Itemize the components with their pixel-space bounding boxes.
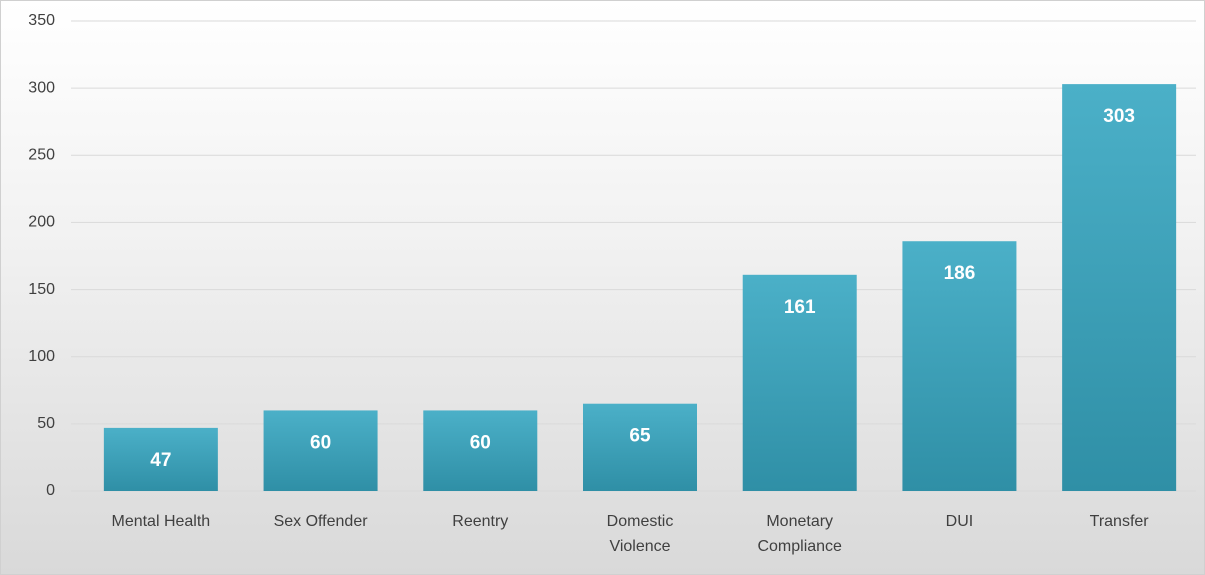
y-tick-label: 50 [37, 415, 55, 432]
y-tick-label: 150 [28, 281, 55, 298]
value-label: 303 [1103, 106, 1135, 127]
bar [1062, 84, 1177, 491]
bar [742, 274, 857, 491]
x-tick-label: DUI [945, 513, 974, 530]
y-tick-label: 0 [46, 482, 55, 499]
value-label: 186 [944, 263, 976, 284]
value-label: 60 [470, 432, 491, 453]
y-tick-label: 300 [28, 79, 55, 96]
bar [902, 241, 1017, 491]
x-tick-label: Reentry [452, 513, 509, 530]
y-tick-label: 200 [28, 214, 55, 231]
bar [263, 410, 378, 491]
value-label: 60 [310, 432, 331, 453]
bar [103, 427, 218, 491]
y-tick-label: 250 [28, 147, 55, 164]
y-tick-label: 350 [28, 12, 55, 29]
x-tick-label: Transfer [1089, 513, 1149, 530]
bar [583, 403, 697, 491]
bar [423, 410, 538, 491]
x-tick-label: Monetary Compliance [757, 513, 842, 555]
x-tick-label: Mental Health [111, 513, 211, 530]
y-tick-label: 100 [28, 348, 55, 365]
value-label: 161 [784, 297, 816, 318]
x-tick-label: Sex Offender [273, 513, 368, 530]
value-label: 47 [150, 450, 171, 471]
x-tick-label: Domestic Violence [606, 513, 674, 555]
value-label: 65 [629, 426, 651, 447]
